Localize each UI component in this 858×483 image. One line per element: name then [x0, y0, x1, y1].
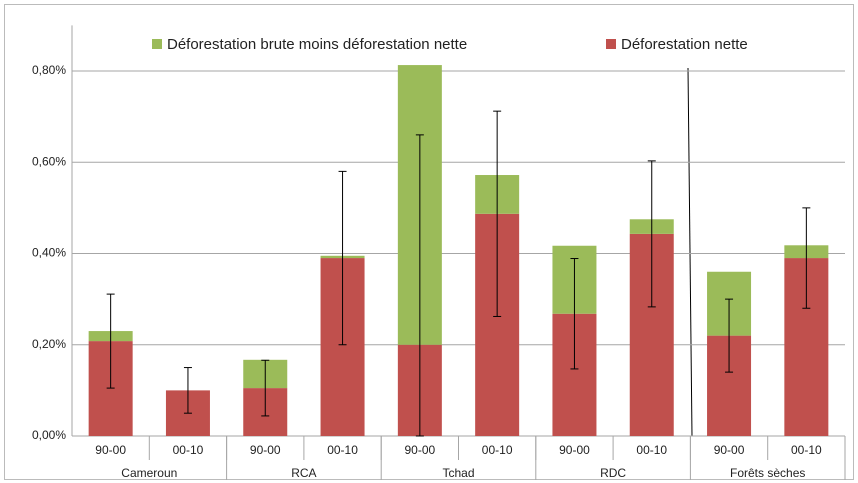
x-tick-label: 90-00 [250, 443, 281, 457]
group-label: Tchad [442, 466, 474, 480]
y-tick-label: 0,80% [32, 63, 66, 77]
frame [4, 4, 854, 480]
x-tick-label: 00-10 [791, 443, 822, 457]
x-tick-label: 00-10 [482, 443, 513, 457]
y-tick-label: 0,40% [32, 246, 66, 260]
x-tick-label: 90-00 [404, 443, 435, 457]
y-tick-label: 0,20% [32, 337, 66, 351]
x-tick-label: 00-10 [636, 443, 667, 457]
legend-label: Déforestation nette [621, 36, 748, 53]
group-label: RDC [600, 466, 626, 480]
x-tick-label: 90-00 [714, 443, 745, 457]
x-tick-label: 90-00 [95, 443, 126, 457]
separator [687, 67, 693, 437]
group-label: RCA [291, 466, 316, 480]
y-tick-label: 0,60% [32, 154, 66, 168]
group-label: Forêts sèches [730, 466, 805, 480]
group-label: Cameroun [121, 466, 177, 480]
legend-label: Déforestation brute moins déforestation … [167, 36, 467, 53]
y-tick-label: 0,00% [32, 428, 66, 442]
x-tick-label: 90-00 [559, 443, 590, 457]
x-tick-label: 00-10 [173, 443, 204, 457]
legend-swatch [152, 39, 162, 49]
x-tick-label: 00-10 [327, 443, 358, 457]
legend-swatch [606, 39, 616, 49]
